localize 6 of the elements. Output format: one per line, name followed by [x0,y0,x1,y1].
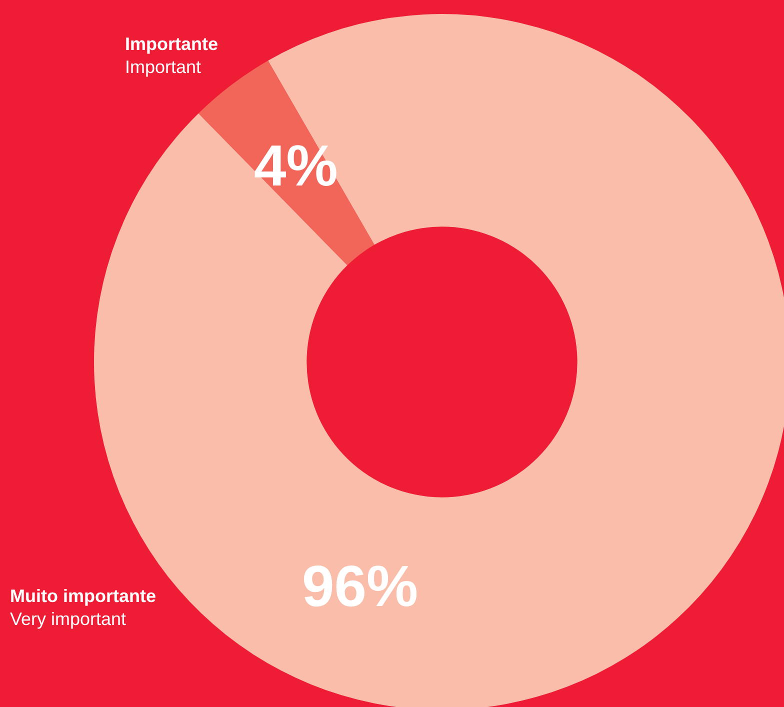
text: Very important [10,608,128,631]
slice-label: Importante [125,33,218,56]
text: Important [125,56,202,79]
data-label: 4% [254,134,338,199]
data-label: 96% [302,554,418,619]
slice-label: Muito importante [10,585,156,608]
